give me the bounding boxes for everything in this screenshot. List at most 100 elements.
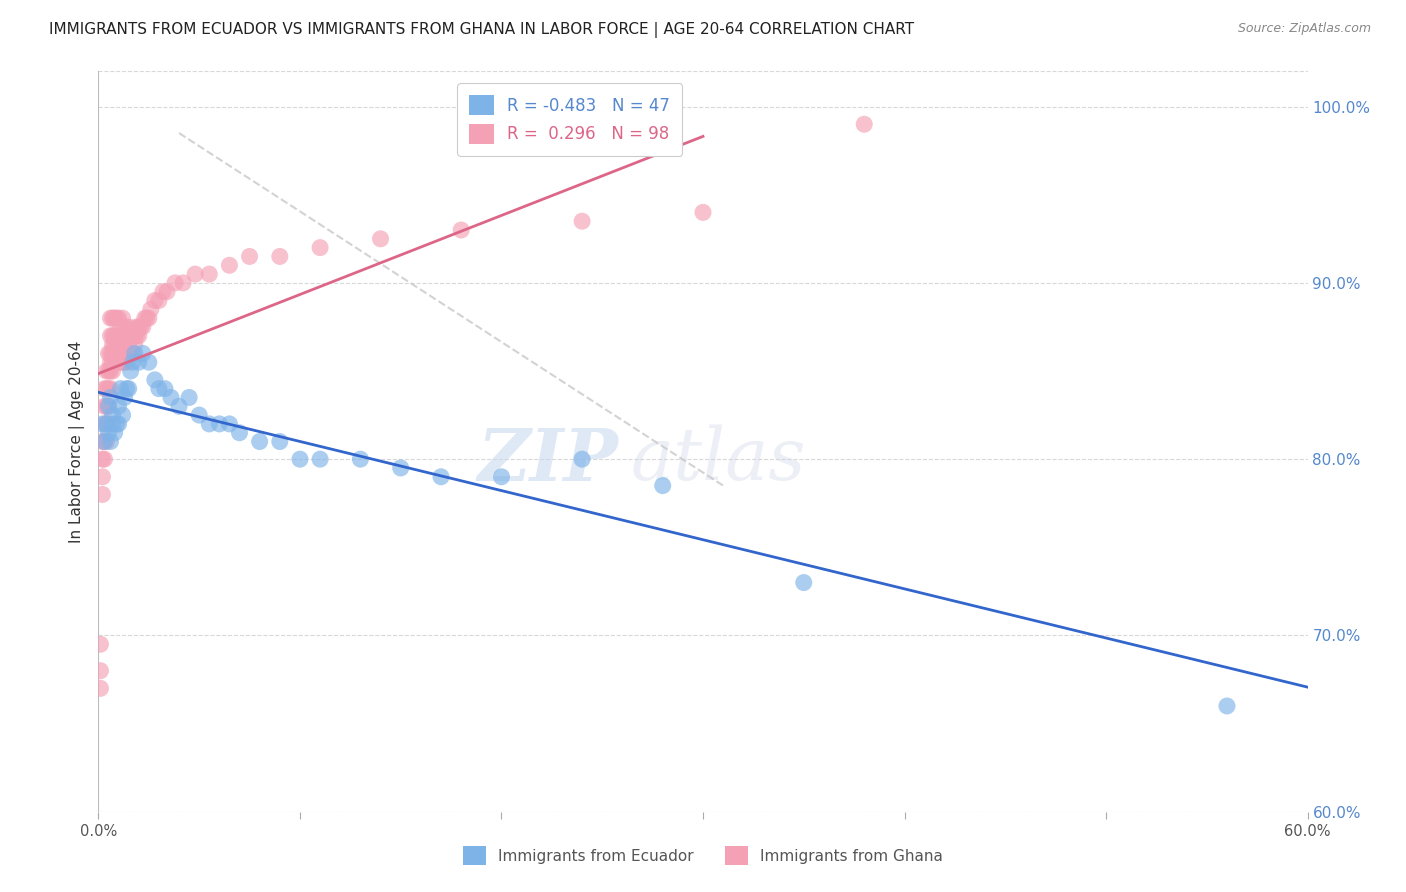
Point (118, 346, 141, 360)
Point (389, 461, 412, 475)
Point (370, 232, 392, 246)
Point (651, 478, 673, 492)
Point (89, 637, 111, 651)
Point (114, 337, 136, 351)
Point (97, 399, 120, 413)
Point (91, 452, 114, 467)
Point (101, 417, 124, 431)
Point (101, 355, 124, 369)
Point (96, 434, 118, 449)
Point (105, 328, 128, 343)
Point (89, 681, 111, 696)
Point (132, 346, 155, 360)
Point (125, 328, 148, 343)
Legend: Immigrants from Ecuador, Immigrants from Ghana: Immigrants from Ecuador, Immigrants from… (457, 840, 949, 871)
Point (96, 417, 118, 431)
Point (93, 434, 115, 449)
Point (93, 434, 115, 449)
Point (114, 320, 136, 334)
Point (120, 346, 142, 360)
Point (115, 346, 138, 360)
Point (135, 311, 157, 326)
Point (120, 364, 142, 378)
Legend: R = -0.483   N = 47, R =  0.296   N = 98: R = -0.483 N = 47, R = 0.296 N = 98 (457, 83, 682, 156)
Text: ZIP: ZIP (478, 425, 619, 496)
Point (121, 328, 143, 343)
Point (148, 382, 170, 396)
Point (128, 320, 150, 334)
Point (100, 346, 122, 360)
Point (172, 276, 194, 290)
Point (100, 328, 122, 343)
Point (153, 382, 176, 396)
Point (111, 328, 134, 343)
Point (100, 364, 122, 378)
Point (184, 267, 207, 281)
Point (111, 408, 134, 422)
Point (571, 214, 593, 228)
Point (107, 328, 129, 343)
Point (138, 311, 160, 326)
Point (134, 311, 156, 326)
Point (160, 391, 183, 405)
Point (115, 355, 138, 369)
Point (97, 364, 120, 378)
Point (91, 417, 114, 431)
Point (93, 417, 115, 431)
Point (249, 434, 271, 449)
Point (188, 408, 211, 422)
Text: IMMIGRANTS FROM ECUADOR VS IMMIGRANTS FROM GHANA IN LABOR FORCE | AGE 20-64 CORR: IMMIGRANTS FROM ECUADOR VS IMMIGRANTS FR… (49, 22, 914, 38)
Point (110, 320, 132, 334)
Point (110, 346, 132, 360)
Point (139, 302, 162, 317)
Point (163, 276, 186, 290)
Point (101, 364, 124, 378)
Point (143, 373, 166, 387)
Point (96, 382, 118, 396)
Point (105, 346, 128, 360)
Point (97, 399, 120, 413)
Point (101, 328, 124, 343)
Point (692, 205, 714, 219)
Point (91, 487, 114, 501)
Point (208, 417, 231, 431)
Point (97, 346, 120, 360)
Text: Source: ZipAtlas.com: Source: ZipAtlas.com (1237, 22, 1371, 36)
Y-axis label: In Labor Force | Age 20-64: In Labor Force | Age 20-64 (69, 341, 84, 542)
Point (107, 417, 129, 431)
Point (93, 399, 115, 413)
Point (103, 328, 125, 343)
Point (218, 258, 240, 272)
Point (793, 575, 815, 590)
Point (450, 223, 472, 237)
Point (103, 355, 125, 369)
Point (120, 328, 142, 343)
Point (110, 328, 132, 343)
Point (129, 320, 152, 334)
Point (107, 355, 129, 369)
Point (107, 337, 129, 351)
Point (101, 337, 124, 351)
Text: atlas: atlas (630, 425, 806, 495)
Point (101, 408, 124, 422)
Point (96, 417, 118, 431)
Point (349, 452, 371, 467)
Point (97, 382, 120, 396)
Point (89, 664, 111, 678)
Point (198, 417, 221, 431)
Point (103, 311, 125, 326)
Point (100, 391, 122, 405)
Point (96, 364, 118, 378)
Point (269, 434, 291, 449)
Point (309, 241, 332, 255)
Point (97, 425, 120, 440)
Point (93, 382, 115, 396)
Point (124, 337, 146, 351)
Point (228, 425, 250, 440)
Point (179, 391, 201, 405)
Point (91, 470, 114, 484)
Point (269, 249, 291, 263)
Point (121, 355, 143, 369)
Point (114, 355, 136, 369)
Point (121, 346, 143, 360)
